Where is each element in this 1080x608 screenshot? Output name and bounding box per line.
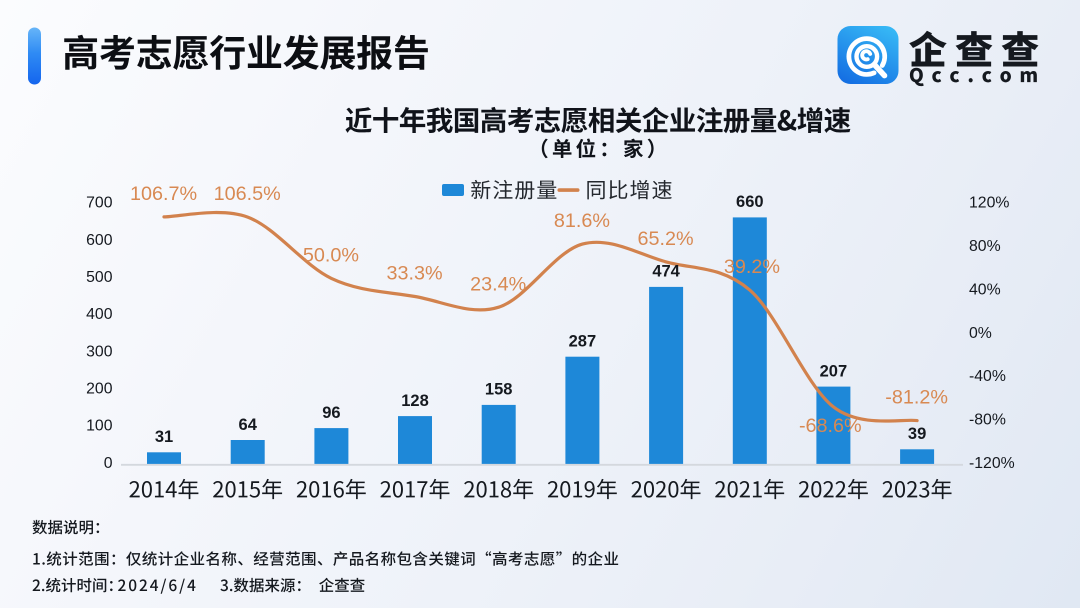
svg-text:158: 158 (485, 381, 513, 399)
svg-text:64: 64 (239, 416, 258, 434)
svg-text:300: 300 (86, 343, 113, 360)
svg-text:81.6%: 81.6% (554, 210, 610, 232)
svg-text:600: 600 (86, 232, 113, 249)
svg-text:106.5%: 106.5% (214, 183, 281, 205)
svg-text:120%: 120% (969, 195, 1009, 212)
svg-text:96: 96 (322, 404, 340, 422)
svg-text:287: 287 (569, 333, 597, 351)
svg-text:50.0%: 50.0% (303, 245, 359, 267)
svg-text:207: 207 (820, 362, 848, 380)
svg-text:0: 0 (104, 455, 113, 472)
svg-text:-81.2%: -81.2% (885, 387, 948, 409)
svg-text:39.2%: 39.2% (724, 256, 780, 278)
svg-text:31: 31 (155, 428, 173, 446)
svg-text:-80%: -80% (969, 411, 1006, 428)
svg-text:65.2%: 65.2% (638, 228, 694, 250)
svg-text:40%: 40% (969, 281, 1001, 298)
svg-text:500: 500 (86, 269, 113, 286)
svg-text:660: 660 (736, 193, 764, 211)
svg-text:128: 128 (401, 392, 429, 410)
svg-text:200: 200 (86, 381, 113, 398)
svg-text:80%: 80% (969, 238, 1001, 255)
svg-text:100: 100 (86, 418, 113, 435)
svg-text:-40%: -40% (969, 368, 1006, 385)
svg-text:-120%: -120% (969, 455, 1015, 472)
svg-text:23.4%: 23.4% (470, 273, 526, 295)
svg-text:106.7%: 106.7% (130, 183, 197, 205)
svg-text:400: 400 (86, 306, 113, 323)
svg-text:700: 700 (86, 195, 113, 212)
svg-text:474: 474 (652, 263, 680, 281)
svg-text:33.3%: 33.3% (386, 263, 442, 285)
svg-text:-68.6%: -68.6% (799, 415, 862, 437)
svg-text:0%: 0% (969, 325, 992, 342)
svg-text:39: 39 (908, 425, 926, 443)
